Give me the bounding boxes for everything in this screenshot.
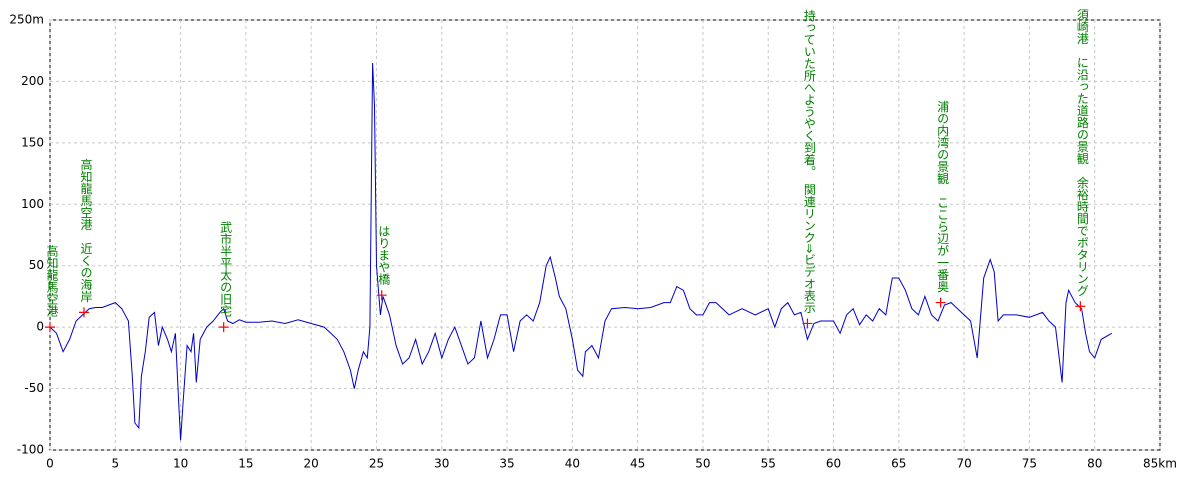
x-tick-label: 50 <box>695 457 710 471</box>
y-tick-label: 0 <box>36 320 44 334</box>
x-tick-label: 5 <box>111 457 119 471</box>
annotation-marker <box>218 322 229 333</box>
annotation-marker <box>1075 301 1086 312</box>
annotation-marker <box>802 318 813 329</box>
x-tick-label: 60 <box>826 457 841 471</box>
x-tick-label: 15 <box>238 457 253 471</box>
y-tick-label: 100 <box>21 197 44 211</box>
elevation-line <box>49 62 1112 441</box>
y-tick-label: 250m <box>9 13 44 27</box>
y-tick-label: -50 <box>24 381 44 395</box>
x-tick-label: 55 <box>761 457 776 471</box>
annotation-marker <box>935 297 946 308</box>
annotation-marker <box>45 322 55 333</box>
annotation-text: 浦の内湾の景観 ここら辺が一番奥 <box>936 100 950 293</box>
x-tick-label: 75 <box>1022 457 1037 471</box>
x-tick-label: 70 <box>956 457 971 471</box>
annotation-marker <box>78 307 89 318</box>
x-tick-label: 30 <box>434 457 449 471</box>
plot-frame <box>49 19 1161 451</box>
x-tick-label: 85km <box>1143 457 1177 471</box>
y-tick-label: -100 <box>17 443 44 457</box>
annotation-text: はりまや橋 <box>377 225 391 286</box>
y-tick-label: 50 <box>29 258 44 272</box>
y-tick-label: 150 <box>21 135 44 149</box>
x-tick-label: 0 <box>46 457 54 471</box>
x-tick-label: 25 <box>369 457 384 471</box>
annotation-marker <box>376 290 387 301</box>
x-tick-label: 80 <box>1087 457 1102 471</box>
annotation-text: 高知龍馬空港 <box>45 244 59 317</box>
annotation-text: 須崎港 に沿った道路の景観 余裕時間でポタリング <box>1075 8 1089 296</box>
annotation-text: 武市半平太の旧宅 <box>219 221 233 317</box>
x-tick-label: 10 <box>173 457 188 471</box>
x-tick-label: 20 <box>304 457 319 471</box>
x-tick-label: 40 <box>565 457 580 471</box>
annotation-text: 高知龍馬空港 近くの海岸 <box>79 157 93 302</box>
x-tick-label: 35 <box>499 457 514 471</box>
annotation-text: 持っていた所へようやく到着。 関連リンク⇒ビデオ表示 <box>802 8 816 314</box>
x-tick-label: 65 <box>891 457 906 471</box>
y-tick-label: 200 <box>21 74 44 88</box>
x-tick-label: 45 <box>630 457 645 471</box>
